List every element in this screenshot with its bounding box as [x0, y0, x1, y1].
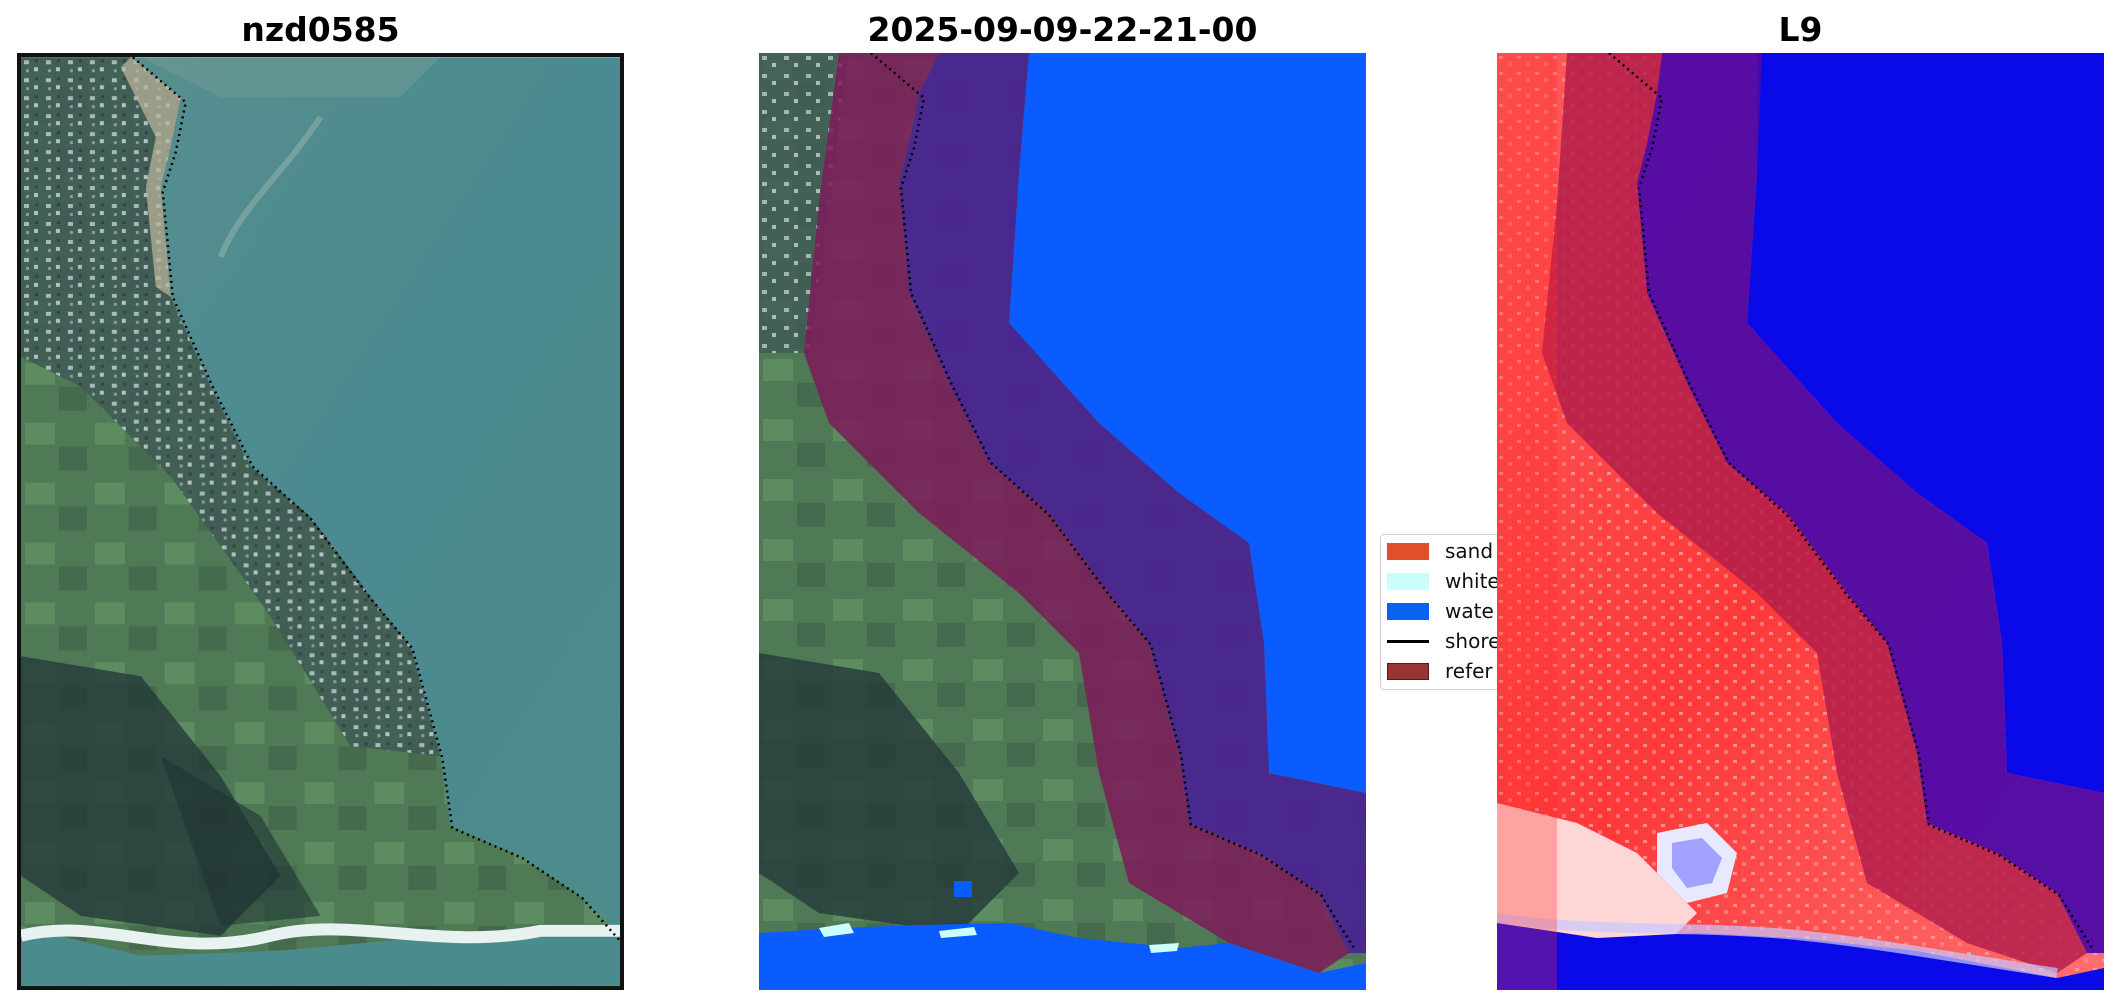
legend-label: wate — [1445, 599, 1494, 623]
legend-item-water: wate — [1387, 599, 1494, 623]
index-map-image — [1497, 53, 2104, 990]
legend-label: shore — [1445, 629, 1501, 653]
panel-title-index: L9 — [1778, 10, 1823, 49]
legend-label: white — [1445, 569, 1500, 593]
true-color-image — [21, 57, 620, 986]
legend-item-reference: refer — [1387, 659, 1493, 683]
sand-swatch — [1387, 542, 1429, 560]
legend-item-shoreline: shore — [1387, 629, 1500, 653]
legend: sand white wate shore refer — [1380, 534, 1508, 690]
classification-panel — [759, 53, 1366, 990]
classification-image — [759, 53, 1366, 990]
panel-title-rgb: nzd0585 — [241, 10, 400, 49]
true-color-image-panel — [17, 53, 624, 990]
legend-label: refer — [1445, 659, 1493, 683]
legend-item-sand: sand — [1387, 539, 1493, 563]
panel-title-classification: 2025-09-09-22-21-00 — [867, 10, 1258, 49]
legend-item-whitewater: white — [1387, 569, 1500, 593]
reference-swatch — [1387, 662, 1429, 680]
water-swatch — [1387, 602, 1429, 620]
whitewater-swatch — [1387, 572, 1429, 590]
legend-label: sand — [1445, 539, 1494, 563]
index-map-panel — [1497, 53, 2104, 990]
shoreline-swatch — [1387, 639, 1429, 643]
